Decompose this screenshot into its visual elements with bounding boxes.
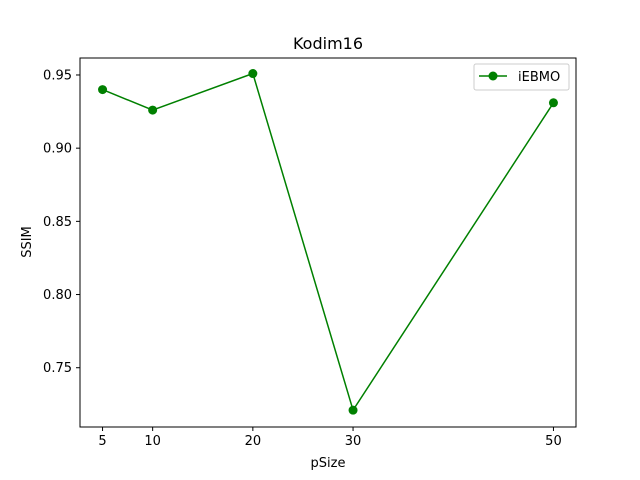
data-point — [248, 69, 258, 79]
y-tick-label: 0.95 — [43, 68, 72, 83]
data-point — [148, 105, 158, 115]
y-tick-label: 0.75 — [43, 361, 72, 376]
y-tick-label: 0.80 — [43, 288, 72, 303]
chart-title: Kodim16 — [293, 34, 363, 53]
data-point — [98, 85, 108, 95]
y-tick-label: 0.90 — [43, 142, 72, 157]
x-tick-label: 10 — [144, 434, 161, 449]
legend-marker — [488, 71, 498, 81]
y-axis-ticks: 0.75 0.80 0.85 0.90 0.95 — [43, 68, 80, 376]
plot-area — [80, 58, 576, 427]
x-axis-ticks: 5 10 20 30 50 — [98, 427, 562, 449]
legend: iEBMO — [473, 63, 570, 91]
legend-entry-label: iEBMO — [518, 70, 560, 85]
x-tick-label: 50 — [545, 434, 562, 449]
y-tick-label: 0.85 — [43, 215, 72, 230]
x-axis-label: pSize — [311, 456, 346, 471]
legend-box — [473, 63, 570, 91]
data-point — [548, 98, 558, 108]
x-tick-label: 5 — [98, 434, 106, 449]
x-tick-label: 30 — [345, 434, 362, 449]
plot-frame — [79, 57, 577, 428]
x-tick-label: 20 — [245, 434, 262, 449]
y-axis-label: SSIM — [20, 226, 35, 258]
series-layer — [98, 69, 558, 415]
data-point — [348, 405, 358, 415]
